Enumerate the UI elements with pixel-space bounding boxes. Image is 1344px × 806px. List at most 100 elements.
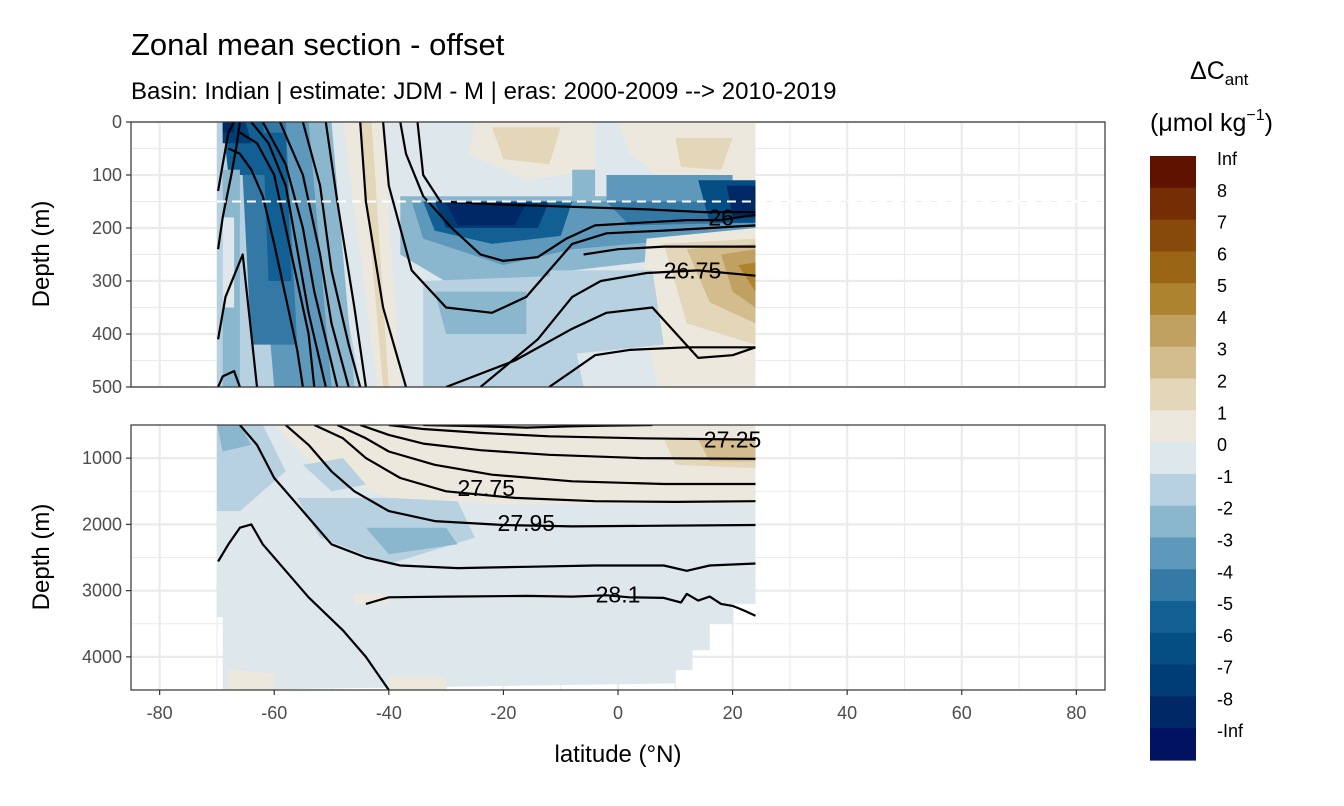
legend-key: [1150, 696, 1196, 729]
legend-key: [1150, 601, 1196, 634]
upper-contour-labels: 26 26.75: [664, 204, 734, 283]
y-tick-label: 100: [92, 165, 122, 185]
fill-region: [222, 122, 235, 133]
legend-label: -4: [1217, 562, 1233, 582]
legend-label: 5: [1217, 276, 1227, 296]
legend: ΔCant (μmol kg−1) Inf 8 7 6 5 4 3 2 1 0 -1 -2 -3 -4 -5…: [1150, 57, 1273, 761]
x-axis-label: latitude (°N): [555, 741, 682, 768]
legend-key: [1150, 378, 1196, 411]
contour-line: [359, 122, 408, 387]
contour-line: [416, 122, 756, 214]
contour-line: [239, 131, 316, 387]
y-tick-label: 4000: [82, 647, 122, 667]
fill-region: [434, 291, 527, 334]
fill-region: [365, 527, 458, 555]
contour-label: 26: [708, 204, 734, 230]
contour-line: [399, 122, 756, 262]
fill-region: [738, 262, 756, 292]
legend-key: [1150, 410, 1196, 443]
fill-region: [492, 127, 561, 165]
x-tick-label: -80: [147, 703, 173, 723]
y-axis-label-upper: Depth (m): [28, 201, 55, 308]
contour-line: [278, 122, 350, 387]
y-tick-label: 3000: [82, 581, 122, 601]
y-tick-label: 200: [92, 218, 122, 238]
legend-key: [1150, 473, 1196, 507]
legend-key: [1150, 664, 1196, 697]
x-tick-label: -60: [261, 703, 287, 723]
legend-key: [1150, 569, 1196, 602]
contour-label: 27.95: [498, 510, 556, 536]
legend-label: -3: [1217, 531, 1233, 551]
legend-label: Inf: [1217, 149, 1238, 169]
contour-line: [227, 147, 304, 387]
lower-contour-labels: 27.25 27.75 27.95 28.1: [457, 427, 761, 608]
contour-line: [382, 122, 756, 314]
fill-region: [572, 169, 596, 202]
y-tick-label: 2000: [82, 514, 122, 534]
lower-panel: 27.25 27.75 27.95 28.1 1000 2000 3000 4000: [82, 424, 1106, 691]
fill-region: [354, 593, 389, 604]
lower-y-axis: 1000 2000 3000 4000: [82, 448, 131, 667]
contour-label: 27.25: [704, 427, 762, 453]
contour-line: [336, 425, 756, 486]
legend-key: [1150, 728, 1196, 761]
contour-line: [217, 253, 259, 387]
contour-line: [217, 370, 241, 387]
legend-label: 0: [1217, 435, 1227, 455]
x-tick-label: 60: [952, 703, 972, 723]
legend-key: [1150, 187, 1196, 221]
legend-key: [1150, 632, 1196, 666]
contour-line: [217, 122, 241, 250]
legend-key: [1150, 537, 1196, 570]
y-axis-label-lower: Depth (m): [28, 504, 55, 611]
fill-region: [675, 137, 733, 170]
fill-region: [721, 249, 756, 308]
legend-label: -1: [1217, 467, 1233, 487]
fill-region: [698, 439, 756, 462]
contour-line: [388, 425, 756, 441]
y-tick-label: 0: [112, 112, 122, 132]
x-tick-label: 20: [723, 703, 743, 723]
legend-key: [1150, 346, 1196, 380]
x-tick-label: -40: [376, 703, 402, 723]
legend-key: [1150, 156, 1196, 189]
contour-line: [217, 122, 236, 192]
legend-key: [1150, 251, 1196, 284]
contour-line: [250, 122, 327, 387]
contour-line: [261, 122, 339, 387]
contour-line: [479, 269, 756, 387]
upper-y-axis: 0 100 200 300 400 500: [92, 112, 131, 397]
x-tick-label: 40: [837, 703, 857, 723]
legend-label: 6: [1217, 244, 1227, 264]
contour-label: 26.75: [664, 257, 722, 283]
contour-label: 28.1: [596, 582, 641, 608]
legend-label: -2: [1217, 499, 1233, 519]
x-tick-label: 80: [1066, 703, 1086, 723]
y-tick-label: 300: [92, 271, 122, 291]
legend-label: 4: [1217, 308, 1227, 328]
contour-line: [359, 425, 756, 460]
contour-line: [284, 425, 756, 528]
legend-label: 7: [1217, 213, 1227, 233]
legend-title-line1: ΔCant: [1190, 57, 1249, 89]
legend-label: 2: [1217, 372, 1227, 392]
y-tick-label: 400: [92, 324, 122, 344]
x-tick-label: 0: [613, 703, 623, 723]
fill-region: [222, 217, 235, 308]
fill-region: [726, 185, 756, 218]
legend-label: 8: [1217, 181, 1227, 201]
legend-title-line2: (μmol kg−1): [1150, 107, 1273, 137]
fill-region: [388, 676, 447, 690]
legend-label: -Inf: [1217, 721, 1244, 741]
legend-key: [1150, 505, 1196, 539]
upper-fill: [216, 122, 756, 387]
fill-region: [262, 132, 292, 281]
fill-region: [216, 425, 252, 452]
legend-key: [1150, 219, 1196, 252]
legend-label: -5: [1217, 594, 1233, 614]
legend-label: 1: [1217, 403, 1227, 423]
contour-line: [217, 523, 390, 690]
legend-key: [1150, 283, 1196, 316]
